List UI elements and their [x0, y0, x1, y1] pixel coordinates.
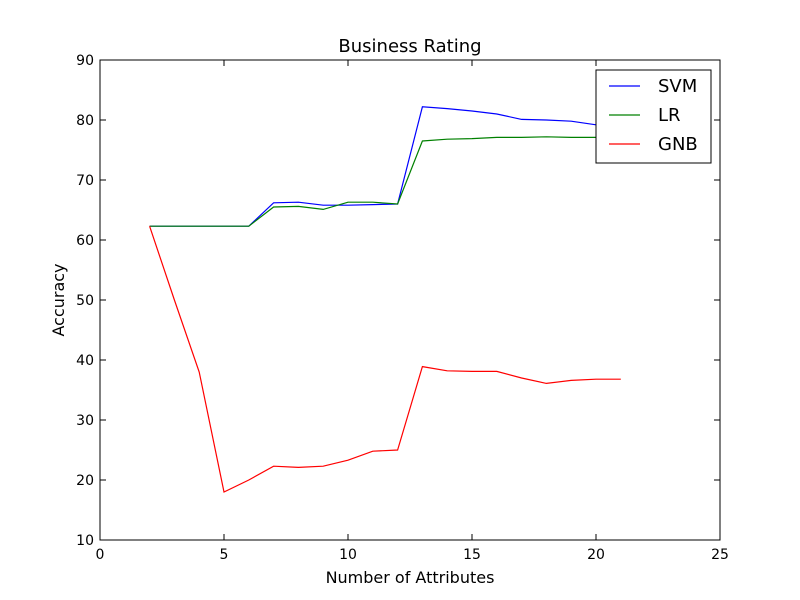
x-axis-label: Number of Attributes: [326, 568, 495, 587]
axis-ticks: 0 5 10 15 20 25 10 20 30 40 50 60 70 80 90: [76, 53, 729, 563]
x-tick-label: 10: [339, 547, 357, 563]
x-tick-label: 20: [587, 547, 605, 563]
y-tick-label: 10: [76, 533, 94, 549]
y-tick-label: 20: [76, 473, 94, 489]
x-tick-label: 5: [220, 547, 229, 563]
y-tick-label: 90: [76, 53, 94, 69]
y-tick-label: 60: [76, 233, 94, 249]
legend-label: LR: [658, 105, 681, 126]
chart-title: Business Rating: [338, 36, 481, 57]
y-tick-label: 80: [76, 113, 94, 129]
legend-label: GNB: [658, 134, 698, 155]
legend: SVM LR GNB: [595, 69, 712, 164]
x-tick-label: 0: [96, 547, 105, 563]
legend-label: SVM: [658, 76, 697, 97]
y-tick-label: 50: [76, 293, 94, 309]
y-tick-label: 70: [76, 173, 94, 189]
series-line-gnb: [149, 226, 621, 493]
y-axis-label: Accuracy: [49, 263, 68, 336]
x-tick-label: 25: [711, 547, 729, 563]
y-tick-label: 40: [76, 353, 94, 369]
series-layer: [149, 106, 621, 493]
series-line-lr: [149, 136, 621, 227]
x-tick-label: 15: [463, 547, 481, 563]
plot-frame: [99, 59, 721, 541]
y-tick-label: 30: [76, 413, 94, 429]
